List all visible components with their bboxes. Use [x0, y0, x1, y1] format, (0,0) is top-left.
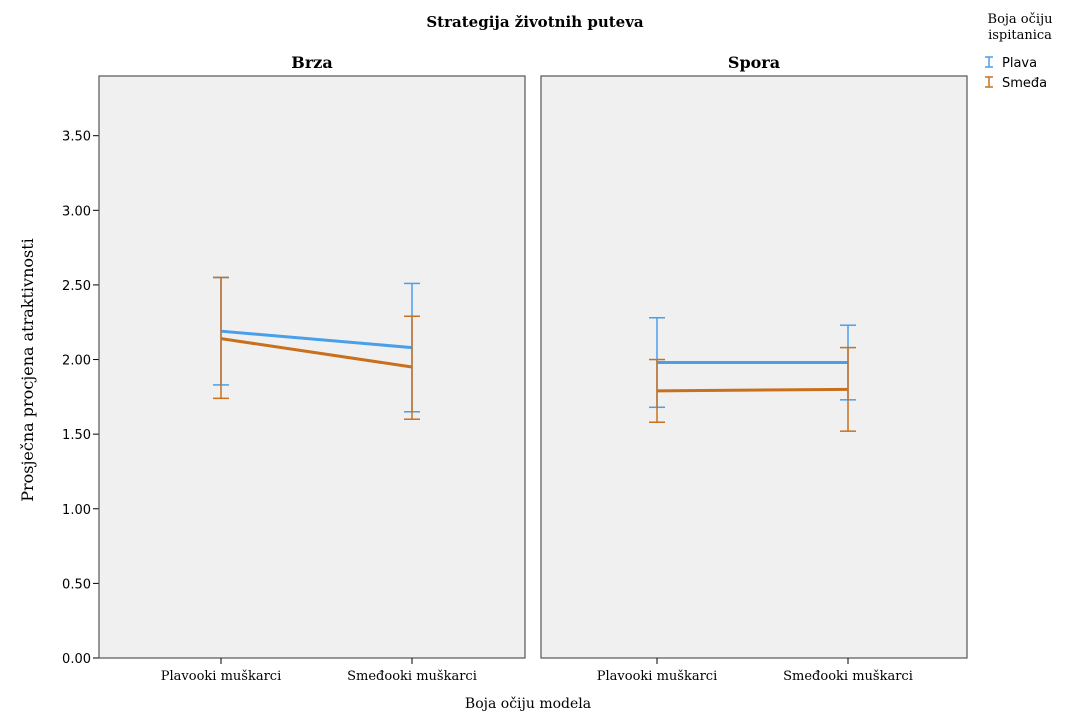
panel-spora: Spora Plavooki muškarci Smeđooki muškarci: [540, 53, 968, 684]
series-line: [220, 337, 413, 369]
chart-title: Strategija životnih puteva: [426, 13, 644, 31]
y-tick-label: 3.50: [62, 130, 91, 145]
plot-area: [98, 75, 526, 659]
series-line: [220, 329, 413, 350]
y-axis: 0.00 0.50 1.00 1.50 2.00 2.50 3.00 3.50: [62, 130, 99, 667]
y-tick-label: 2.00: [62, 354, 91, 369]
x-axis-label: Boja očiju modela: [465, 696, 591, 712]
x-tick-label: Plavooki muškarci: [597, 669, 717, 684]
panel-brza: Brza Plavooki muškarci Smeđooki muškarci: [98, 53, 526, 684]
legend-title-line2: ispitanica: [988, 28, 1052, 43]
legend-item-smeđa: Smeđa: [985, 76, 1047, 91]
y-tick-label: 2.50: [62, 279, 91, 294]
panel-title: Spora: [728, 53, 780, 72]
y-tick-label: 0.00: [62, 652, 91, 667]
y-tick-label: 0.50: [62, 577, 91, 592]
x-tick-label: Smeđooki muškarci: [347, 669, 477, 684]
y-tick-label: 3.00: [62, 204, 91, 219]
legend-label: Smeđa: [1002, 76, 1047, 91]
series-line: [656, 387, 849, 393]
x-tick-label: Smeđooki muškarci: [783, 669, 913, 684]
legend-title-line1: Boja očiju: [988, 12, 1053, 27]
y-axis-label: Prosječna procjena atraktivnosti: [18, 238, 37, 502]
y-tick-label: 1.00: [62, 503, 91, 518]
legend: Boja očiju ispitanica Plava Smeđa: [985, 12, 1052, 91]
series-smeđa: [649, 346, 856, 432]
y-tick-label: 1.50: [62, 428, 91, 443]
x-tick-label: Plavooki muškarci: [161, 669, 281, 684]
panel-title: Brza: [291, 53, 332, 72]
legend-label: Plava: [1002, 56, 1037, 71]
plot-area: [540, 75, 968, 659]
legend-item-plava: Plava: [985, 56, 1037, 71]
series-smeđa: [213, 276, 420, 420]
